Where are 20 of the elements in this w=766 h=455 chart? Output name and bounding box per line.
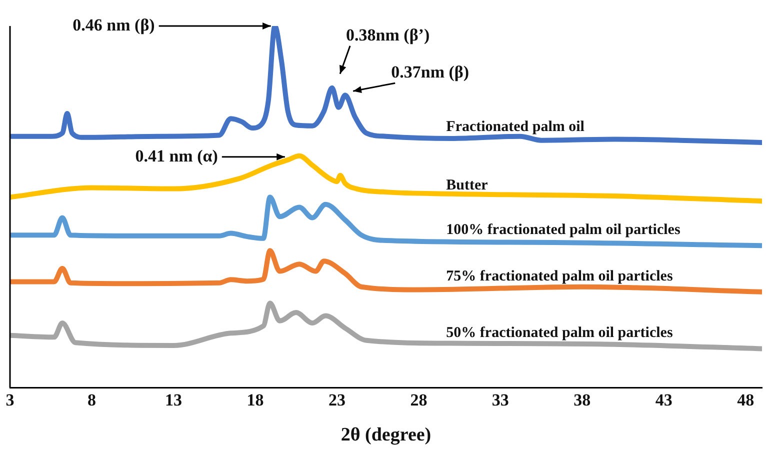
x-tick-label: 28 [410,390,428,410]
annotation: 0.41 nm (α) [135,146,218,166]
series-label: 100% fractionated palm oil particles [446,222,680,238]
annotation: 0.46 nm (β) [72,15,155,34]
annotation: 0.38nm (β’) [346,25,430,44]
series-label: Butter [446,177,488,194]
x-tick-label: 3 [6,390,14,410]
x-axis-title: 2θ (degree) [340,424,432,446]
x-tick-label: 48 [737,390,754,410]
x-tick-label: 8 [87,390,96,410]
series-label: 50% fractionated palm oil particles [446,325,673,342]
x-tick-label: 38 [574,390,591,410]
x-tick-label: 23 [328,390,346,410]
x-tick-label: 43 [655,390,672,410]
series-label: Fractionated palm oil [446,118,584,135]
annotation: 0.37nm (β) [391,62,470,82]
series-label: 75% fractionated palm oil particles [446,268,673,284]
x-tick-label: 33 [492,390,509,410]
x-tick-label: 18 [246,390,264,410]
x-tick-label: 13 [164,390,182,410]
